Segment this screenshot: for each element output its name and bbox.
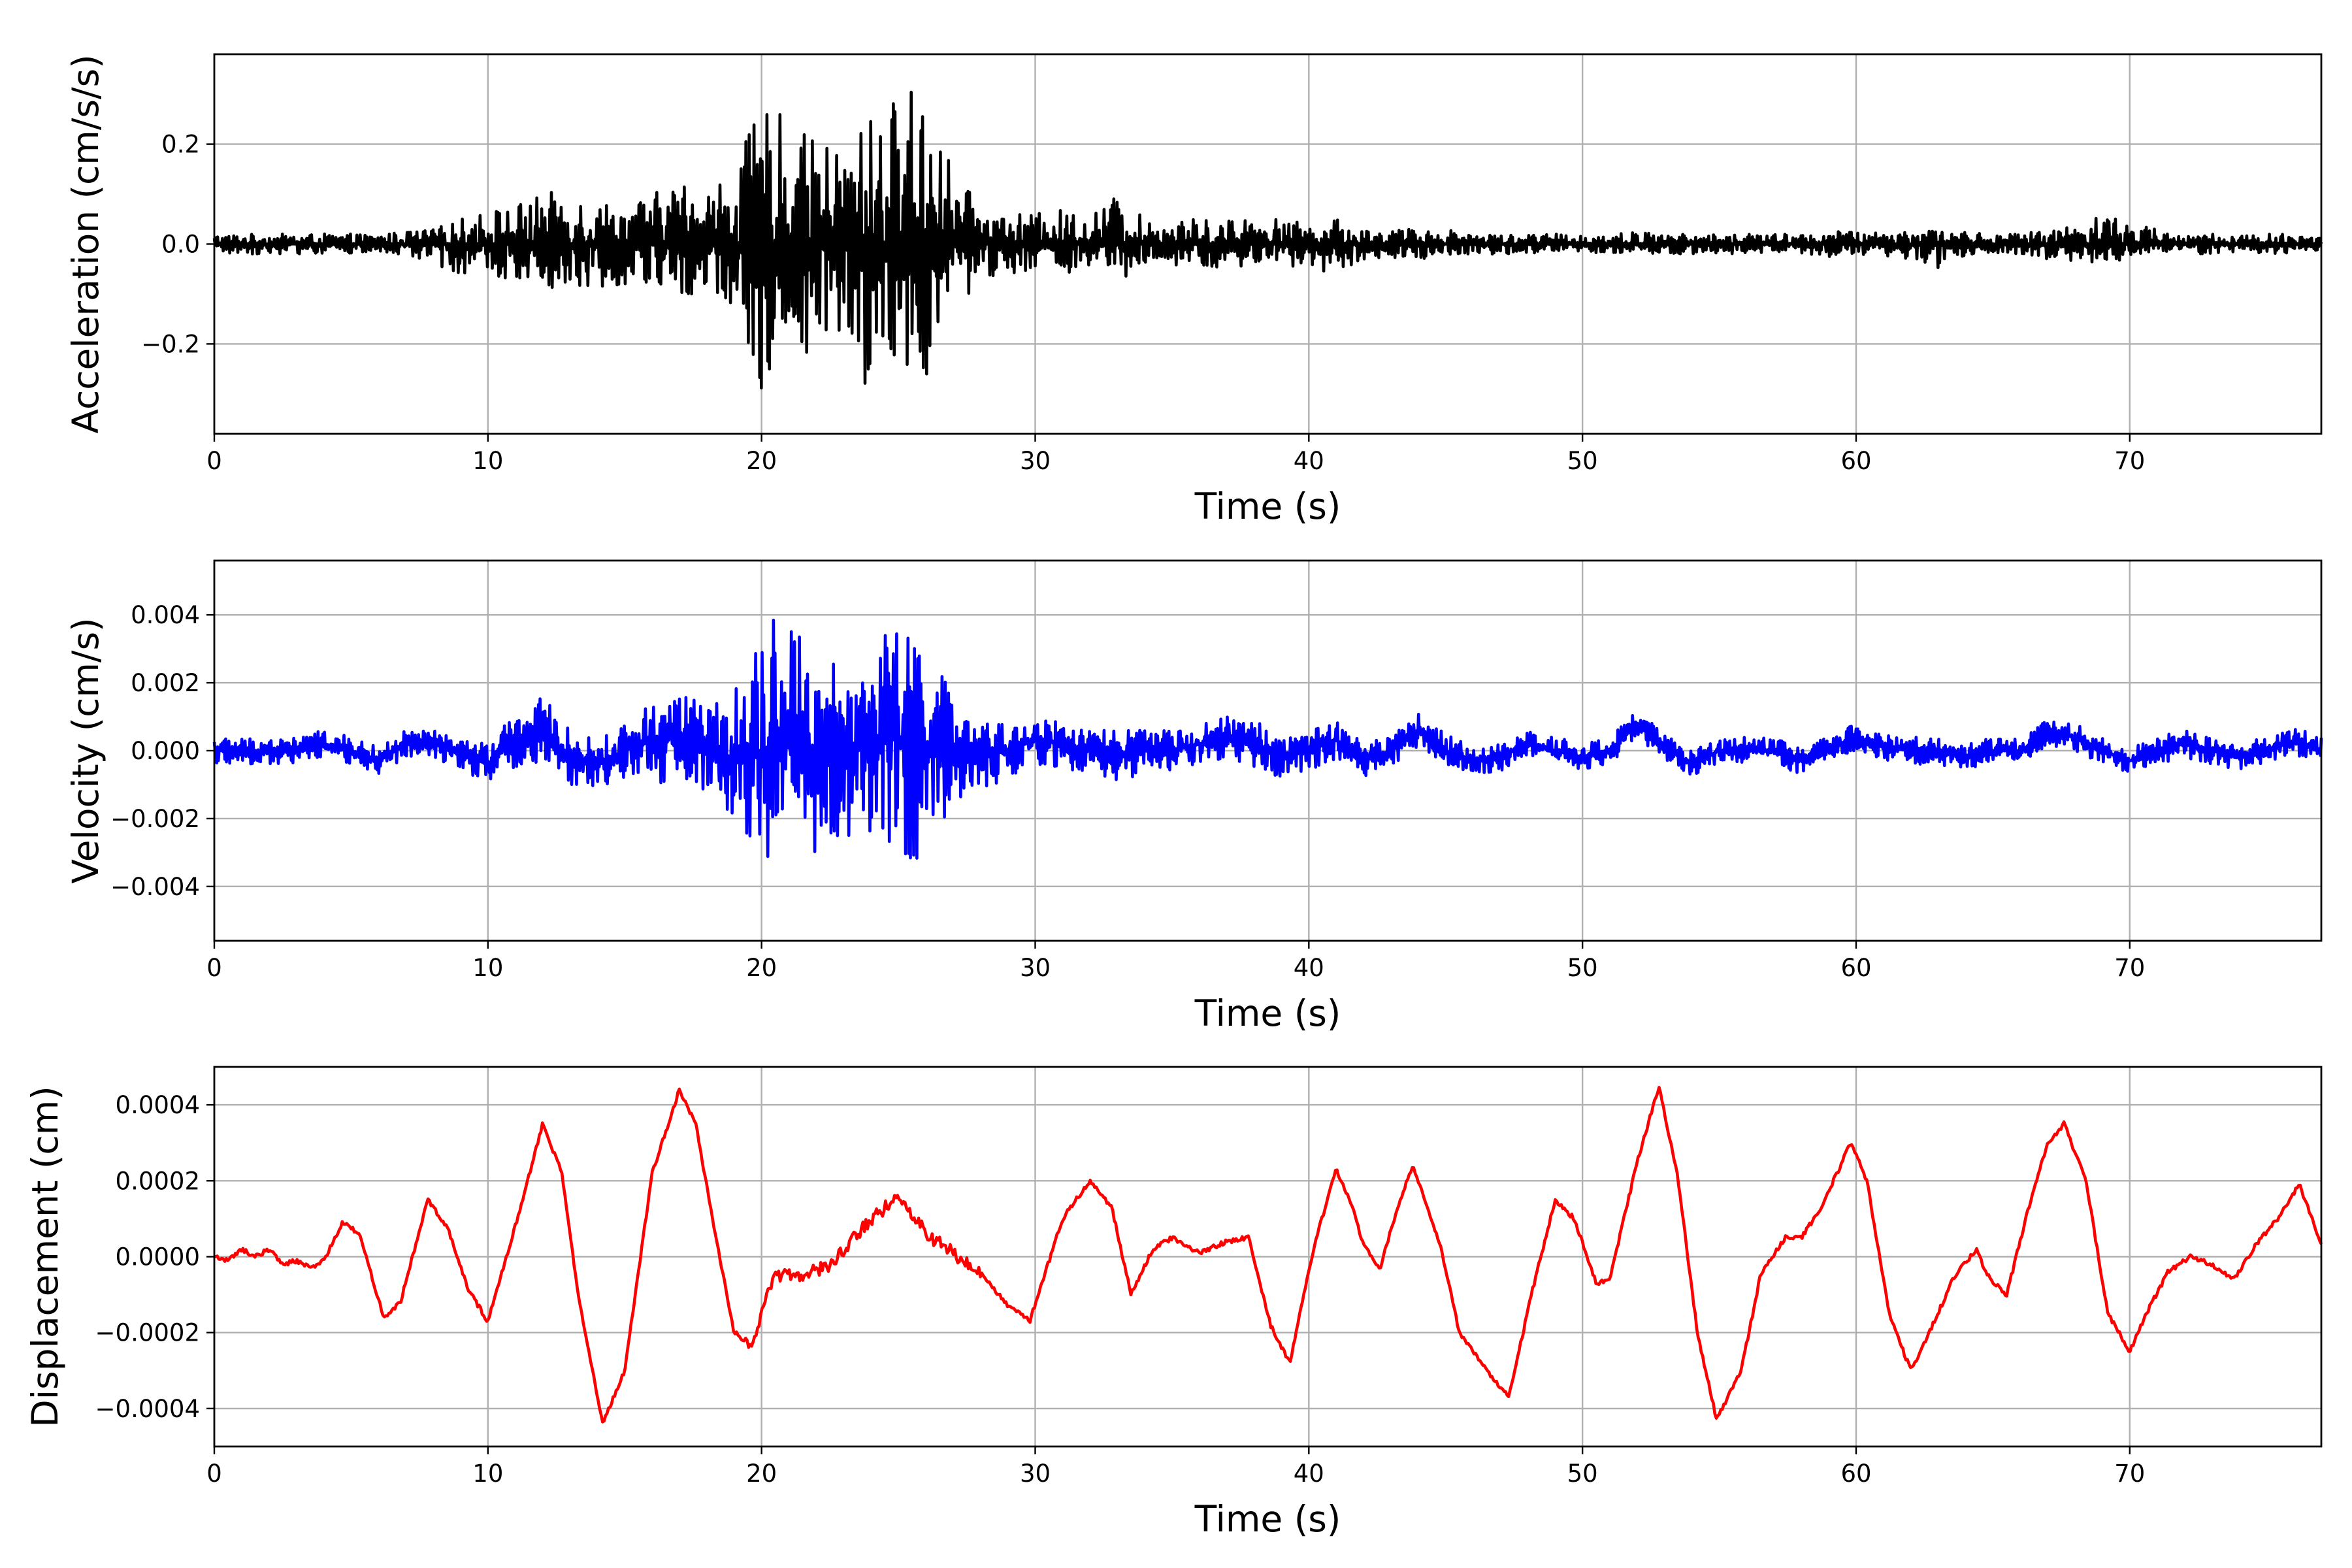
velocity-x-tick-label: 30 bbox=[1020, 954, 1051, 982]
acceleration-x-axis-label: Time (s) bbox=[1194, 485, 1341, 527]
acceleration-x-tick-label: 0 bbox=[206, 447, 222, 475]
displacement-x-tick-label: 10 bbox=[472, 1460, 503, 1488]
acceleration-x-tick-label: 20 bbox=[746, 447, 777, 475]
displacement-y-axis-label: Displacement (cm) bbox=[24, 1086, 66, 1427]
velocity-x-tick-label: 60 bbox=[1840, 954, 1871, 982]
acceleration-ticks: 0 10 20 30 40 50 60 70 −0.2 0.0 0.2 bbox=[141, 131, 2145, 475]
velocity-y-tick-label: 0.000 bbox=[131, 737, 200, 765]
acceleration-y-tick-label: −0.2 bbox=[141, 330, 200, 358]
velocity-grid bbox=[213, 561, 2321, 941]
velocity-x-tick-label: 50 bbox=[1567, 954, 1598, 982]
displacement-y-tick-label: −0.0004 bbox=[95, 1395, 200, 1423]
velocity-x-tick-label: 20 bbox=[746, 954, 777, 982]
displacement-x-axis-label: Time (s) bbox=[1194, 1498, 1341, 1540]
acceleration-panel: 0 10 20 30 40 50 60 70 −0.2 0.0 0.2 Time (s) Accel… bbox=[65, 53, 2323, 527]
acceleration-y-axis-label: Acceleration (cm/s/s) bbox=[65, 54, 106, 433]
acceleration-series-line bbox=[212, 90, 2323, 390]
acceleration-x-tick-label: 60 bbox=[1840, 447, 1871, 475]
velocity-ticks: 0 10 20 30 40 50 60 70 −0.004 −0.002 0.000 0.002 0.0… bbox=[110, 601, 2145, 982]
displacement-y-tick-label: −0.0002 bbox=[95, 1319, 200, 1347]
displacement-y-tick-label: 0.0000 bbox=[116, 1243, 200, 1271]
displacement-x-tick-label: 60 bbox=[1840, 1460, 1871, 1488]
displacement-x-tick-label: 30 bbox=[1020, 1460, 1051, 1488]
displacement-x-tick-label: 0 bbox=[206, 1460, 222, 1488]
displacement-series-line bbox=[214, 1086, 2323, 1424]
velocity-y-tick-label: 0.002 bbox=[131, 669, 200, 697]
acceleration-x-tick-label: 40 bbox=[1294, 447, 1324, 475]
displacement-x-tick-label: 50 bbox=[1567, 1460, 1598, 1488]
velocity-y-tick-label: −0.004 bbox=[110, 873, 200, 901]
acceleration-x-tick-label: 10 bbox=[472, 447, 503, 475]
acceleration-x-tick-label: 30 bbox=[1020, 447, 1051, 475]
velocity-x-tick-label: 10 bbox=[472, 954, 503, 982]
velocity-x-tick-label: 40 bbox=[1294, 954, 1324, 982]
velocity-y-tick-label: 0.004 bbox=[131, 601, 200, 629]
displacement-x-tick-label: 70 bbox=[2114, 1460, 2145, 1488]
velocity-x-tick-label: 0 bbox=[206, 954, 222, 982]
velocity-series-line bbox=[212, 619, 2323, 860]
velocity-x-axis-label: Time (s) bbox=[1194, 992, 1341, 1034]
acceleration-y-tick-label: 0.2 bbox=[161, 131, 200, 159]
displacement-ticks: 0 10 20 30 40 50 60 70 −0.0004 −0.0002 0.0000 0.000… bbox=[95, 1091, 2146, 1488]
displacement-panel: 0 10 20 30 40 50 60 70 −0.0004 −0.0002 0.0000 0.000… bbox=[24, 1066, 2323, 1540]
velocity-y-axis-label: Velocity (cm/s) bbox=[65, 617, 106, 883]
displacement-y-tick-label: 0.0002 bbox=[116, 1167, 200, 1195]
displacement-x-tick-label: 20 bbox=[746, 1460, 777, 1488]
acceleration-x-tick-label: 70 bbox=[2114, 447, 2145, 475]
acceleration-y-tick-label: 0.0 bbox=[161, 231, 200, 259]
velocity-panel: 0 10 20 30 40 50 60 70 −0.004 −0.002 0.000 0.002 0.0… bbox=[65, 559, 2323, 1034]
velocity-y-tick-label: −0.002 bbox=[110, 805, 200, 833]
acceleration-x-tick-label: 50 bbox=[1567, 447, 1598, 475]
velocity-x-tick-label: 70 bbox=[2114, 954, 2145, 982]
displacement-x-tick-label: 40 bbox=[1294, 1460, 1324, 1488]
displacement-y-tick-label: 0.0004 bbox=[116, 1091, 200, 1119]
